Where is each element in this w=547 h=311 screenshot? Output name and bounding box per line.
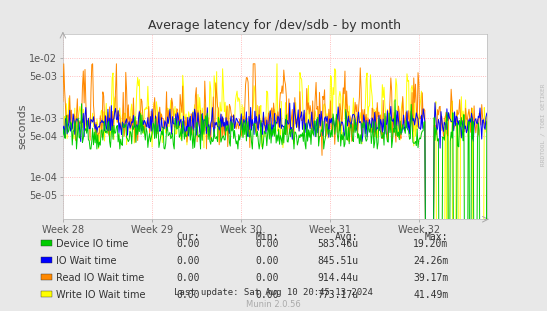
Y-axis label: seconds: seconds bbox=[18, 104, 28, 150]
Text: 0.00: 0.00 bbox=[255, 256, 279, 266]
Text: 0.00: 0.00 bbox=[176, 256, 200, 266]
Text: 39.17m: 39.17m bbox=[414, 273, 449, 283]
Text: 0.00: 0.00 bbox=[255, 290, 279, 300]
Text: Max:: Max: bbox=[425, 232, 449, 242]
Text: 0.00: 0.00 bbox=[255, 239, 279, 248]
Text: Read IO Wait time: Read IO Wait time bbox=[56, 273, 144, 283]
Text: 24.26m: 24.26m bbox=[414, 256, 449, 266]
Text: 19.20m: 19.20m bbox=[414, 239, 449, 248]
Text: 845.51u: 845.51u bbox=[317, 256, 358, 266]
Text: 0.00: 0.00 bbox=[176, 290, 200, 300]
Text: Write IO Wait time: Write IO Wait time bbox=[56, 290, 146, 300]
Text: Munin 2.0.56: Munin 2.0.56 bbox=[246, 300, 301, 309]
Text: 914.44u: 914.44u bbox=[317, 273, 358, 283]
Text: Last update: Sat Aug 10 20:45:13 2024: Last update: Sat Aug 10 20:45:13 2024 bbox=[174, 288, 373, 297]
Text: 773.17u: 773.17u bbox=[317, 290, 358, 300]
Text: 41.49m: 41.49m bbox=[414, 290, 449, 300]
Title: Average latency for /dev/sdb - by month: Average latency for /dev/sdb - by month bbox=[148, 19, 401, 32]
Text: RRDTOOL / TOBI OETIKER: RRDTOOL / TOBI OETIKER bbox=[540, 84, 545, 166]
Text: 0.00: 0.00 bbox=[176, 239, 200, 248]
Text: Avg:: Avg: bbox=[335, 232, 358, 242]
Text: Device IO time: Device IO time bbox=[56, 239, 129, 248]
Text: Cur:: Cur: bbox=[176, 232, 200, 242]
Text: Min:: Min: bbox=[255, 232, 279, 242]
Text: 583.46u: 583.46u bbox=[317, 239, 358, 248]
Text: 0.00: 0.00 bbox=[176, 273, 200, 283]
Text: IO Wait time: IO Wait time bbox=[56, 256, 117, 266]
Text: 0.00: 0.00 bbox=[255, 273, 279, 283]
